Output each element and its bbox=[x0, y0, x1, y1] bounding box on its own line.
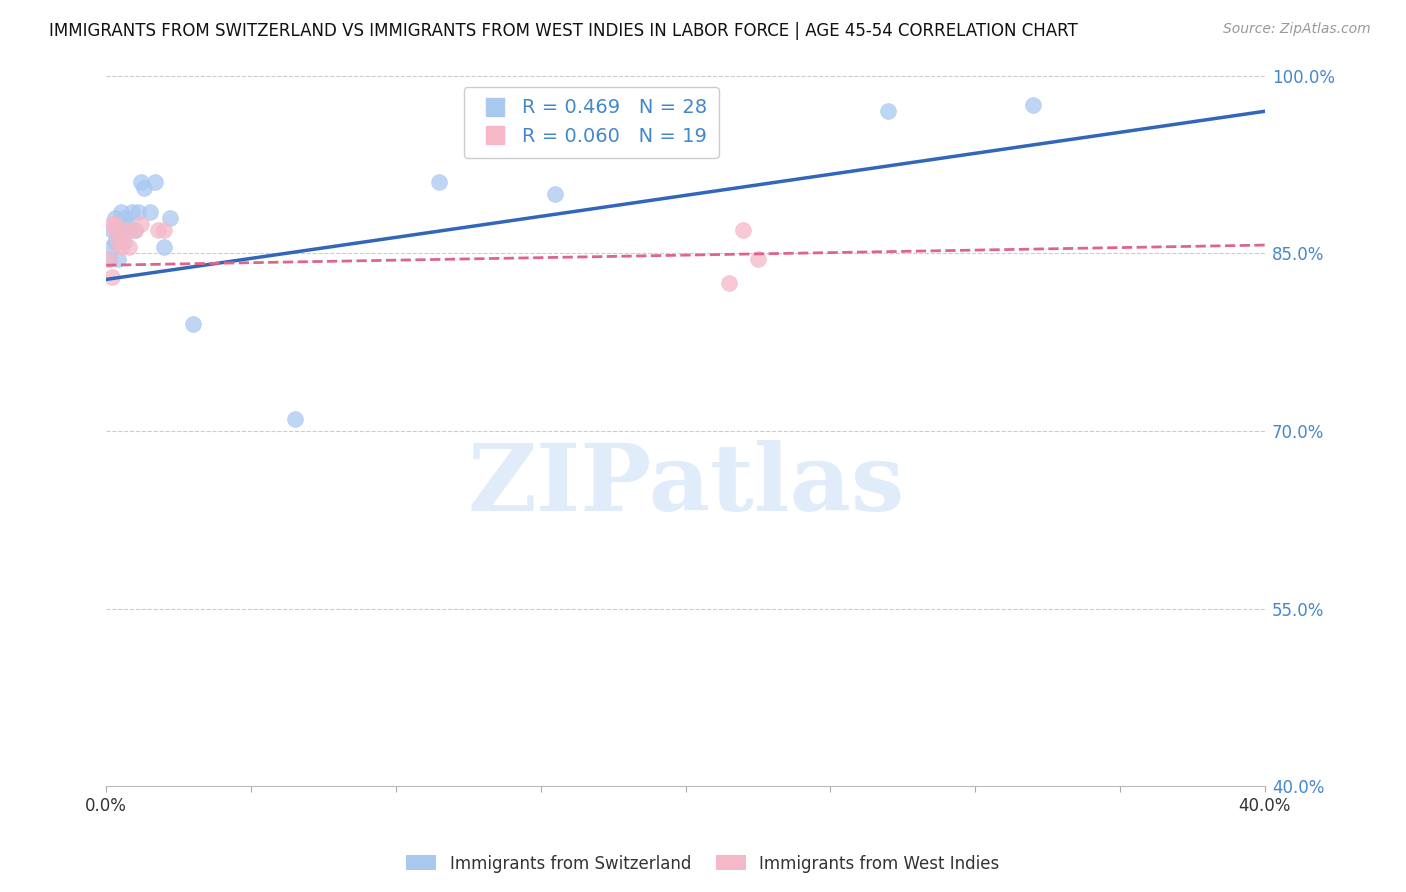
Point bbox=[159, 211, 181, 225]
Point bbox=[1022, 98, 1045, 112]
Point bbox=[101, 222, 124, 236]
Point bbox=[877, 104, 900, 119]
Point bbox=[110, 240, 132, 254]
Point bbox=[153, 222, 176, 236]
Point bbox=[115, 222, 138, 236]
Point bbox=[148, 222, 170, 236]
Point bbox=[112, 211, 135, 225]
Point bbox=[733, 222, 755, 236]
Point bbox=[104, 217, 127, 231]
Point bbox=[101, 240, 124, 254]
Point bbox=[101, 270, 124, 285]
Point bbox=[181, 318, 204, 332]
Point bbox=[129, 217, 152, 231]
Point bbox=[112, 235, 135, 249]
Point bbox=[110, 217, 132, 231]
Point bbox=[98, 252, 121, 267]
Point bbox=[101, 217, 124, 231]
Point bbox=[129, 175, 152, 189]
Point bbox=[110, 205, 132, 219]
Point bbox=[283, 412, 305, 426]
Point bbox=[104, 211, 127, 225]
Text: IMMIGRANTS FROM SWITZERLAND VS IMMIGRANTS FROM WEST INDIES IN LABOR FORCE | AGE : IMMIGRANTS FROM SWITZERLAND VS IMMIGRANT… bbox=[49, 22, 1078, 40]
Point bbox=[127, 205, 149, 219]
Point bbox=[118, 222, 141, 236]
Point bbox=[98, 252, 121, 267]
Point bbox=[153, 240, 176, 254]
Point bbox=[104, 235, 127, 249]
Text: ZIPatlas: ZIPatlas bbox=[467, 441, 904, 531]
Point bbox=[124, 222, 146, 236]
Legend: R = 0.469   N = 28, R = 0.060   N = 19: R = 0.469 N = 28, R = 0.060 N = 19 bbox=[464, 87, 718, 158]
Point bbox=[145, 175, 167, 189]
Point bbox=[717, 276, 740, 290]
Point bbox=[132, 181, 155, 195]
Point bbox=[112, 228, 135, 243]
Point bbox=[138, 205, 160, 219]
Point bbox=[124, 222, 146, 236]
Point bbox=[107, 235, 129, 249]
Point bbox=[747, 252, 769, 267]
Point bbox=[121, 205, 143, 219]
Legend: Immigrants from Switzerland, Immigrants from West Indies: Immigrants from Switzerland, Immigrants … bbox=[399, 848, 1007, 880]
Point bbox=[107, 252, 129, 267]
Point bbox=[104, 222, 127, 236]
Point bbox=[427, 175, 450, 189]
Text: Source: ZipAtlas.com: Source: ZipAtlas.com bbox=[1223, 22, 1371, 37]
Point bbox=[107, 222, 129, 236]
Point bbox=[115, 217, 138, 231]
Point bbox=[118, 240, 141, 254]
Point bbox=[544, 187, 567, 202]
